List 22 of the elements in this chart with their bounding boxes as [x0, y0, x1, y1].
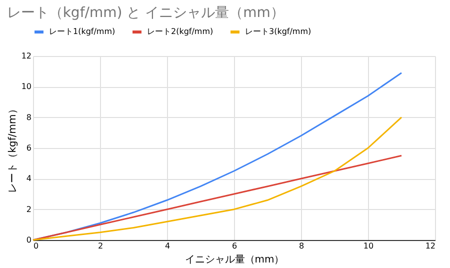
x-tick-label: 10 [363, 242, 374, 250]
y-tick-label: 8 [26, 112, 32, 122]
y-tick-label: 12 [21, 52, 32, 60]
line-series [32, 116, 402, 241]
x-tick-label: 2 [98, 242, 104, 250]
y-tick-label: 10 [21, 82, 32, 92]
chart-title: レート（kgf/mm) と イニシャル量（mm） [6, 5, 284, 21]
x-tick-label: 12 [425, 242, 436, 250]
legend-label: レート3(kgf/mm) [245, 27, 312, 36]
y-tick-label: 0 [26, 236, 32, 244]
x-axis-title: イニシャル量（mm） [184, 254, 284, 266]
x-tick-label: 0 [34, 242, 39, 250]
y-axis-title: レート（kgf/mm） [7, 104, 18, 193]
x-tick-label: 8 [298, 242, 304, 250]
legend-label: レート1(kgf/mm) [49, 27, 116, 36]
y-tick-label: 6 [26, 144, 32, 152]
x-tick-label: 6 [232, 242, 238, 250]
line-series [32, 154, 402, 241]
y-tick-label: 2 [26, 204, 32, 214]
legend-label: レート2(kgf/mm) [147, 27, 214, 36]
x-tick-label: 4 [164, 242, 170, 250]
y-tick-label: 4 [26, 174, 32, 184]
